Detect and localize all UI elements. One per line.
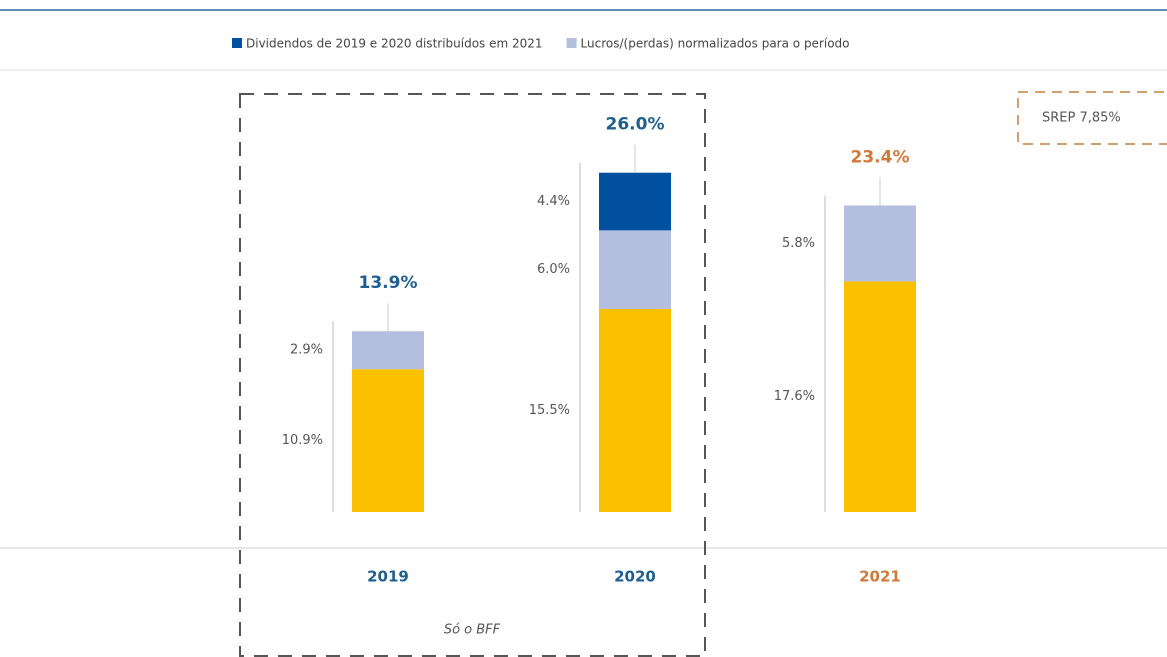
srep-label: SREP 7,85%	[1042, 111, 1121, 126]
legend-swatch	[232, 38, 242, 48]
value-label: 10.9%	[282, 433, 323, 448]
bar-segment	[352, 331, 424, 370]
legend-swatch	[566, 38, 577, 48]
bar-segment	[599, 230, 671, 309]
bff-label: Só o BFF	[444, 623, 501, 638]
value-label: 4.4%	[537, 194, 570, 209]
bff-box	[239, 93, 706, 657]
bar-segment	[844, 205, 916, 282]
x-tick-label: 2021	[859, 568, 901, 586]
bar-segment	[599, 308, 671, 512]
value-label: 5.8%	[782, 236, 815, 251]
total-label: 13.9%	[359, 273, 418, 293]
bar-segment	[352, 369, 424, 512]
value-label: 17.6%	[774, 389, 815, 404]
legend-label: Lucros/(perdas) normalizados para o perí…	[581, 37, 850, 51]
value-label: 15.5%	[529, 403, 570, 418]
total-label: 26.0%	[606, 115, 665, 135]
x-tick-label: 2019	[367, 568, 409, 586]
total-label: 23.4%	[851, 147, 910, 167]
value-label: 2.9%	[290, 343, 323, 358]
bar-segment	[599, 172, 671, 231]
bar-segment	[844, 281, 916, 512]
value-label: 6.0%	[537, 262, 570, 277]
x-tick-label: 2020	[614, 568, 656, 586]
legend-label: Dividendos de 2019 e 2020 distribuídos e…	[246, 37, 543, 51]
srep-box	[1017, 91, 1167, 145]
